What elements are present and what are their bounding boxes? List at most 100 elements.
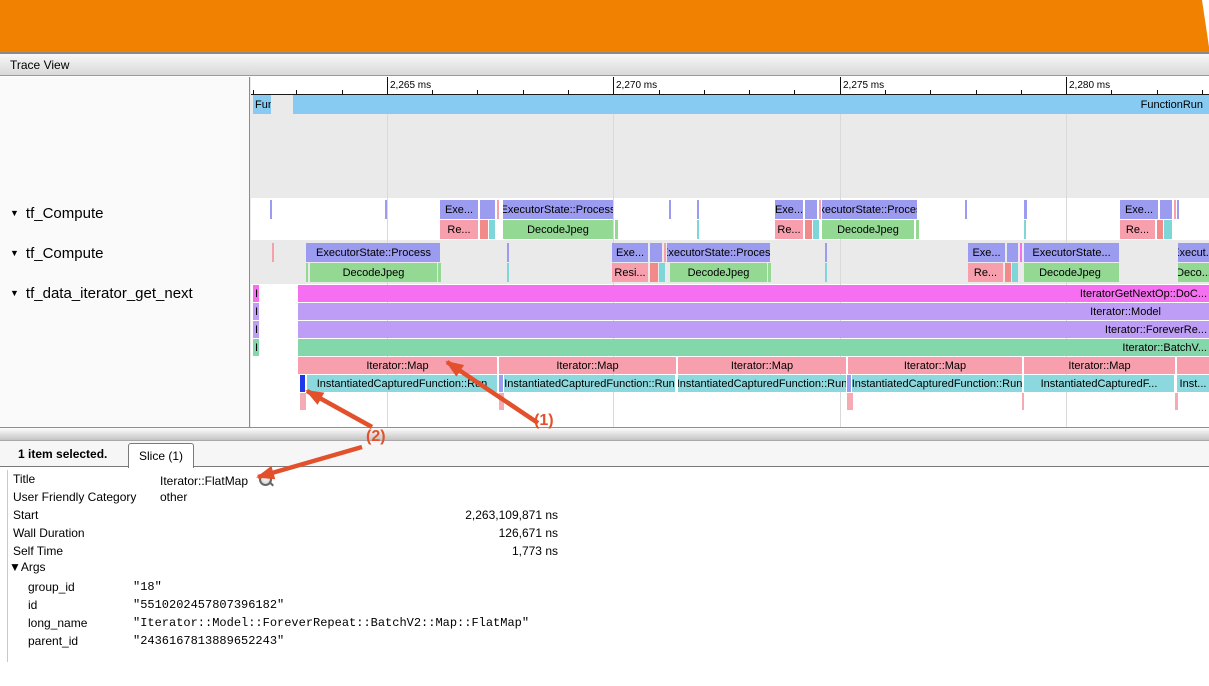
trace-slice[interactable]: [306, 243, 307, 262]
trace-slice[interactable]: Re...: [1120, 220, 1155, 239]
trace-slice[interactable]: Exe...: [612, 243, 648, 262]
collapse-triangle-icon[interactable]: ▼: [10, 208, 19, 218]
trace-slice[interactable]: [300, 375, 305, 392]
trace-slice[interactable]: [825, 243, 827, 262]
tab-slice[interactable]: Slice (1): [128, 443, 194, 468]
trace-slice[interactable]: [1175, 393, 1178, 410]
trace-slice[interactable]: Exe...: [440, 200, 478, 219]
trace-slice[interactable]: [272, 243, 274, 262]
trace-slice[interactable]: [1177, 357, 1209, 374]
trace-slice[interactable]: InstantiatedCapturedFunction::Run: [852, 375, 1022, 392]
trace-slice[interactable]: DecodeJpeg: [310, 263, 437, 282]
trace-slice[interactable]: I: [253, 321, 259, 338]
trace-slice[interactable]: Exe...: [968, 243, 1005, 262]
trace-slice[interactable]: Deco...: [1178, 263, 1209, 282]
trace-slice[interactable]: [385, 200, 387, 219]
trace-slice[interactable]: I: [253, 285, 259, 302]
trace-slice[interactable]: [697, 220, 699, 239]
trace-slice[interactable]: Re...: [968, 263, 1003, 282]
trace-slice[interactable]: [1024, 220, 1026, 239]
trace-slice[interactable]: ExecutorState::Process: [667, 243, 770, 262]
trace-slice[interactable]: [916, 220, 919, 239]
trace-slice[interactable]: [480, 200, 495, 219]
trace-slice[interactable]: Re...: [775, 220, 803, 239]
trace-slice[interactable]: [1020, 243, 1022, 262]
trace-slice[interactable]: [507, 263, 509, 282]
trace-slice[interactable]: ExecutorState::Process: [307, 243, 440, 262]
trace-slice[interactable]: [819, 200, 821, 219]
trace-slice[interactable]: [697, 200, 699, 219]
trace-slice[interactable]: [1174, 200, 1176, 219]
trace-slice[interactable]: [847, 393, 853, 410]
trace-slice[interactable]: Inst...: [1177, 375, 1209, 392]
trace-slice[interactable]: DecodeJpeg: [670, 263, 767, 282]
trace-slice[interactable]: [270, 200, 272, 219]
trace-slice[interactable]: InstantiatedCapturedFunction::Run: [678, 375, 846, 392]
trace-slice[interactable]: [669, 200, 671, 219]
sidebar-track-tf_Compute[interactable]: ▼ tf_Compute: [10, 205, 103, 222]
trace-slice[interactable]: Iterator::BatchV...: [298, 339, 1209, 356]
trace-slice[interactable]: Execut...: [1178, 243, 1209, 262]
trace-slice[interactable]: [1007, 243, 1018, 262]
trace-slice[interactable]: ExecutorState::Process: [503, 200, 613, 219]
trace-slice[interactable]: [825, 263, 827, 282]
trace-slice[interactable]: Iterator::Map: [298, 357, 497, 374]
trace-slice[interactable]: [497, 200, 499, 219]
trace-slice[interactable]: [615, 220, 618, 239]
trace-slice[interactable]: [507, 243, 509, 262]
trace-slice[interactable]: Iterator::Map: [499, 357, 676, 374]
sidebar-track-tf_Compute[interactable]: ▼ tf_Compute: [10, 245, 103, 262]
timeline-canvas[interactable]: 2,265 ms 2,270 ms 2,275 ms 2,280 ms Fun Funct…: [251, 77, 1209, 427]
trace-slice[interactable]: I: [253, 339, 259, 356]
trace-slice[interactable]: [489, 220, 495, 239]
trace-slice[interactable]: [847, 375, 851, 392]
trace-slice[interactable]: DecodeJpeg: [503, 220, 613, 239]
collapse-triangle-icon[interactable]: ▼: [10, 248, 19, 258]
trace-slice[interactable]: ExecutorState...: [1024, 243, 1119, 262]
trace-slice[interactable]: [805, 200, 817, 219]
trace-slice[interactable]: DecodeJpeg: [822, 220, 914, 239]
trace-slice[interactable]: [1024, 200, 1027, 219]
trace-slice[interactable]: [664, 243, 666, 262]
trace-slice[interactable]: [805, 220, 812, 239]
trace-slice[interactable]: IteratorGetNextOp::DoC...: [298, 285, 1209, 302]
trace-slice[interactable]: InstantiatedCapturedF...: [1024, 375, 1174, 392]
trace-slice[interactable]: ExecutorState::Process: [822, 200, 917, 219]
magnifier-icon[interactable]: [258, 472, 275, 488]
trace-slice[interactable]: [1157, 220, 1163, 239]
trace-slice[interactable]: Exe...: [1120, 200, 1158, 219]
trace-slice[interactable]: [659, 263, 665, 282]
trace-slice[interactable]: [1177, 200, 1179, 219]
trace-slice[interactable]: Re...: [440, 220, 478, 239]
pane-splitter[interactable]: [0, 427, 1209, 441]
trace-slice[interactable]: [813, 220, 819, 239]
args-expander[interactable]: ▼Args: [9, 560, 46, 574]
trace-slice[interactable]: [1012, 263, 1018, 282]
trace-slice[interactable]: [438, 263, 441, 282]
collapse-triangle-icon[interactable]: ▼: [10, 288, 19, 298]
trace-slice[interactable]: [1164, 220, 1172, 239]
trace-slice[interactable]: [1116, 263, 1119, 282]
trace-slice[interactable]: [650, 243, 662, 262]
trace-slice[interactable]: Iterator::Model: [298, 303, 1209, 320]
trace-slice[interactable]: Iterator::Map: [848, 357, 1022, 374]
trace-slice[interactable]: [499, 393, 504, 410]
trace-slice[interactable]: [768, 263, 771, 282]
trace-slice[interactable]: [499, 375, 503, 392]
trace-slice[interactable]: DecodeJpeg: [1024, 263, 1116, 282]
trace-slice[interactable]: [480, 220, 488, 239]
trace-slice[interactable]: Iterator::ForeverRe...: [298, 321, 1209, 338]
trace-slice[interactable]: [965, 200, 967, 219]
trace-slice[interactable]: FunctionRun: [293, 95, 1209, 114]
trace-slice[interactable]: Exe...: [775, 200, 803, 219]
trace-slice[interactable]: I: [253, 303, 259, 320]
trace-slice[interactable]: Iterator::Map: [678, 357, 846, 374]
trace-slice[interactable]: Iterator::Map: [1024, 357, 1175, 374]
sidebar-track-tf_data_iterator_get_next[interactable]: ▼ tf_data_iterator_get_next: [10, 285, 193, 302]
trace-slice[interactable]: [300, 393, 306, 410]
trace-slice[interactable]: [1005, 263, 1011, 282]
trace-slice[interactable]: InstantiatedCapturedFunction::Run: [504, 375, 675, 392]
trace-slice[interactable]: [1160, 200, 1172, 219]
trace-slice[interactable]: Fun: [253, 95, 271, 114]
trace-slice[interactable]: [1022, 393, 1024, 410]
